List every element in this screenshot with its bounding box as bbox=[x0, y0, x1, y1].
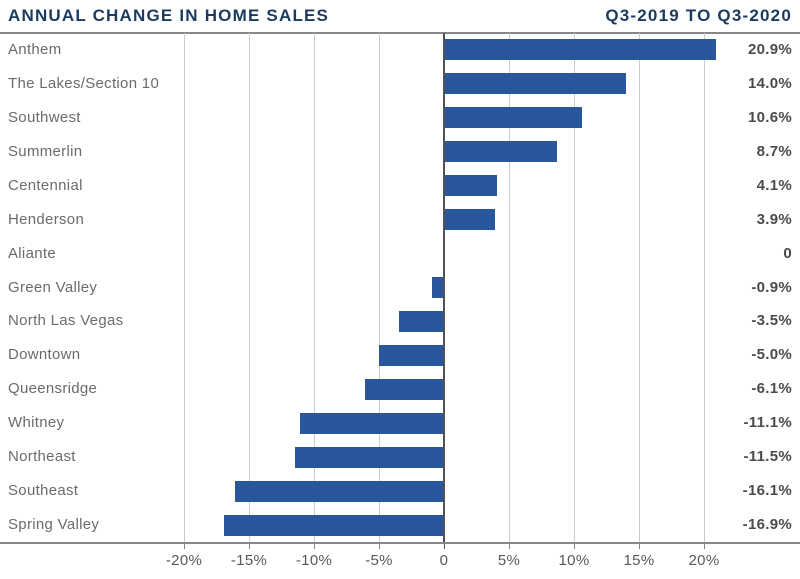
x-tick bbox=[443, 544, 445, 549]
x-tick-label: -15% bbox=[230, 552, 268, 569]
value-label: 14.0% bbox=[747, 74, 792, 92]
category-label: Southwest bbox=[8, 108, 81, 126]
header-rule bbox=[0, 32, 800, 34]
gridline bbox=[183, 33, 185, 542]
bar bbox=[444, 107, 582, 129]
gridline bbox=[313, 33, 315, 542]
category-label: Aliante bbox=[8, 244, 56, 262]
gridline bbox=[638, 33, 640, 542]
value-label: 4.1% bbox=[756, 176, 792, 194]
x-tick bbox=[378, 544, 380, 549]
gridline bbox=[248, 33, 250, 542]
x-tick-label: 10% bbox=[558, 552, 590, 569]
x-tick-label: 0 bbox=[439, 552, 449, 569]
gridline bbox=[378, 33, 380, 542]
value-label: 0 bbox=[783, 244, 792, 262]
value-label: -0.9% bbox=[751, 278, 792, 296]
gridline bbox=[508, 33, 510, 542]
category-label: Green Valley bbox=[8, 278, 98, 296]
value-label: -11.1% bbox=[743, 414, 792, 432]
category-label: Anthem bbox=[8, 40, 62, 58]
chart-title: ANNUAL CHANGE IN HOME SALES bbox=[8, 6, 330, 25]
x-axis-line bbox=[0, 542, 800, 544]
value-label: -11.5% bbox=[743, 448, 792, 466]
x-tick bbox=[313, 544, 315, 549]
bar bbox=[234, 480, 444, 502]
category-label: Queensridge bbox=[8, 380, 98, 398]
zero-line bbox=[443, 33, 445, 542]
value-label: -3.5% bbox=[751, 312, 792, 330]
x-tick bbox=[573, 544, 575, 549]
category-label: Southeast bbox=[8, 482, 79, 500]
category-label: Summerlin bbox=[8, 142, 83, 160]
x-tick-label: 20% bbox=[688, 552, 720, 569]
value-label: 8.7% bbox=[756, 142, 792, 160]
category-label: Downtown bbox=[8, 346, 81, 364]
value-label: 10.6% bbox=[747, 108, 792, 126]
bar bbox=[444, 73, 626, 95]
x-tick bbox=[638, 544, 640, 549]
category-label: Northeast bbox=[8, 448, 76, 466]
x-tick-label: -20% bbox=[165, 552, 203, 569]
x-tick bbox=[183, 544, 185, 549]
category-label: Centennial bbox=[8, 176, 83, 194]
bar bbox=[294, 446, 444, 468]
x-tick-label: -5% bbox=[365, 552, 393, 569]
bar bbox=[379, 344, 444, 366]
bar bbox=[364, 378, 444, 400]
category-label: The Lakes/Section 10 bbox=[8, 74, 160, 92]
category-label: Henderson bbox=[8, 210, 85, 228]
value-label: -16.1% bbox=[742, 482, 792, 500]
x-tick-label: -10% bbox=[295, 552, 333, 569]
bar bbox=[444, 175, 498, 197]
bar bbox=[299, 412, 444, 434]
x-tick bbox=[248, 544, 250, 549]
bar bbox=[432, 277, 444, 298]
chart-period: Q3-2019 TO Q3-2020 bbox=[605, 6, 792, 25]
x-tick-label: 5% bbox=[497, 552, 521, 569]
gridline bbox=[573, 33, 575, 542]
bar bbox=[224, 514, 444, 536]
value-label: 3.9% bbox=[756, 210, 792, 228]
bar bbox=[444, 141, 558, 163]
value-label: -6.1% bbox=[751, 380, 792, 398]
bar bbox=[398, 310, 444, 332]
value-label: 20.9% bbox=[747, 40, 792, 58]
bar bbox=[444, 39, 716, 61]
gridline bbox=[703, 33, 705, 542]
x-tick bbox=[508, 544, 510, 549]
value-label: -16.9% bbox=[742, 516, 792, 534]
x-tick-label: 15% bbox=[623, 552, 655, 569]
x-tick bbox=[703, 544, 705, 549]
category-label: North Las Vegas bbox=[8, 312, 124, 330]
category-label: Whitney bbox=[8, 414, 65, 432]
category-label: Spring Valley bbox=[8, 516, 100, 534]
bar bbox=[444, 209, 495, 231]
value-label: -5.0% bbox=[751, 346, 792, 364]
